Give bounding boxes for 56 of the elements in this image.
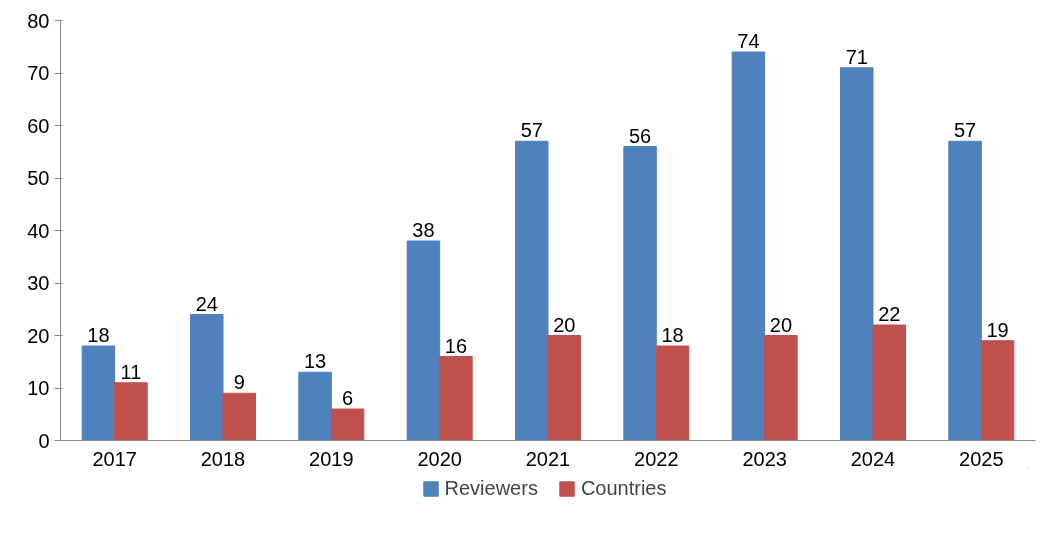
bar (406, 240, 441, 441)
bar (623, 146, 657, 441)
data-label: 38 (412, 219, 435, 241)
data-label: 6 (342, 387, 354, 409)
data-label: 19 (986, 318, 1009, 341)
x-tick-label: 2017 (92, 447, 137, 470)
data-label: 24 (195, 292, 218, 315)
bar (114, 382, 148, 441)
y-tick-label: 40 (27, 219, 50, 242)
bar (840, 67, 874, 441)
x-tick-label: 2021 (525, 447, 571, 470)
x-tick-label: 2019 (309, 447, 354, 470)
bar (190, 314, 224, 441)
data-label: 57 (520, 119, 543, 142)
bar (872, 324, 906, 441)
data-label: 18 (661, 324, 684, 346)
data-label: 11 (120, 360, 142, 383)
y-tick-label: 10 (27, 377, 50, 399)
x-tick-label: 2018 (200, 447, 246, 470)
legend-label: Countries (580, 476, 667, 500)
bar (980, 340, 1015, 441)
x-tick-label: 2022 (634, 447, 679, 470)
bar (330, 408, 365, 441)
y-tick-label: 20 (27, 324, 50, 347)
data-label: 56 (628, 124, 652, 147)
x-tick-label: 2025 (959, 447, 1004, 470)
bar (222, 392, 256, 441)
bar (439, 356, 473, 441)
bar (764, 335, 798, 441)
x-tick-label: 2024 (850, 447, 896, 470)
bar (547, 335, 581, 441)
x-tick-label: 2023 (742, 447, 787, 470)
data-label: 74 (737, 30, 760, 52)
data-label: 16 (444, 334, 468, 357)
bar (948, 140, 982, 441)
legend-label: Reviewers (444, 476, 538, 500)
bar (81, 345, 116, 441)
data-label: 13 (303, 350, 327, 373)
bar (655, 345, 690, 441)
y-tick-label: 70 (27, 62, 50, 84)
y-tick-label: 80 (27, 9, 50, 32)
data-label: 71 (845, 45, 868, 68)
data-label: 9 (233, 371, 245, 394)
data-label: 57 (953, 119, 977, 142)
bar (298, 371, 332, 441)
data-label: 20 (769, 313, 793, 336)
data-label: 22 (878, 303, 901, 325)
y-tick-label: 30 (27, 272, 50, 294)
y-tick-label: 0 (38, 429, 50, 452)
bar (515, 140, 549, 441)
data-label: 18 (87, 324, 110, 346)
y-tick-label: 50 (27, 167, 50, 189)
y-tick-label: 60 (27, 114, 50, 137)
bar (731, 51, 766, 441)
data-label: 20 (553, 313, 576, 336)
x-tick-label: 2020 (417, 447, 462, 470)
